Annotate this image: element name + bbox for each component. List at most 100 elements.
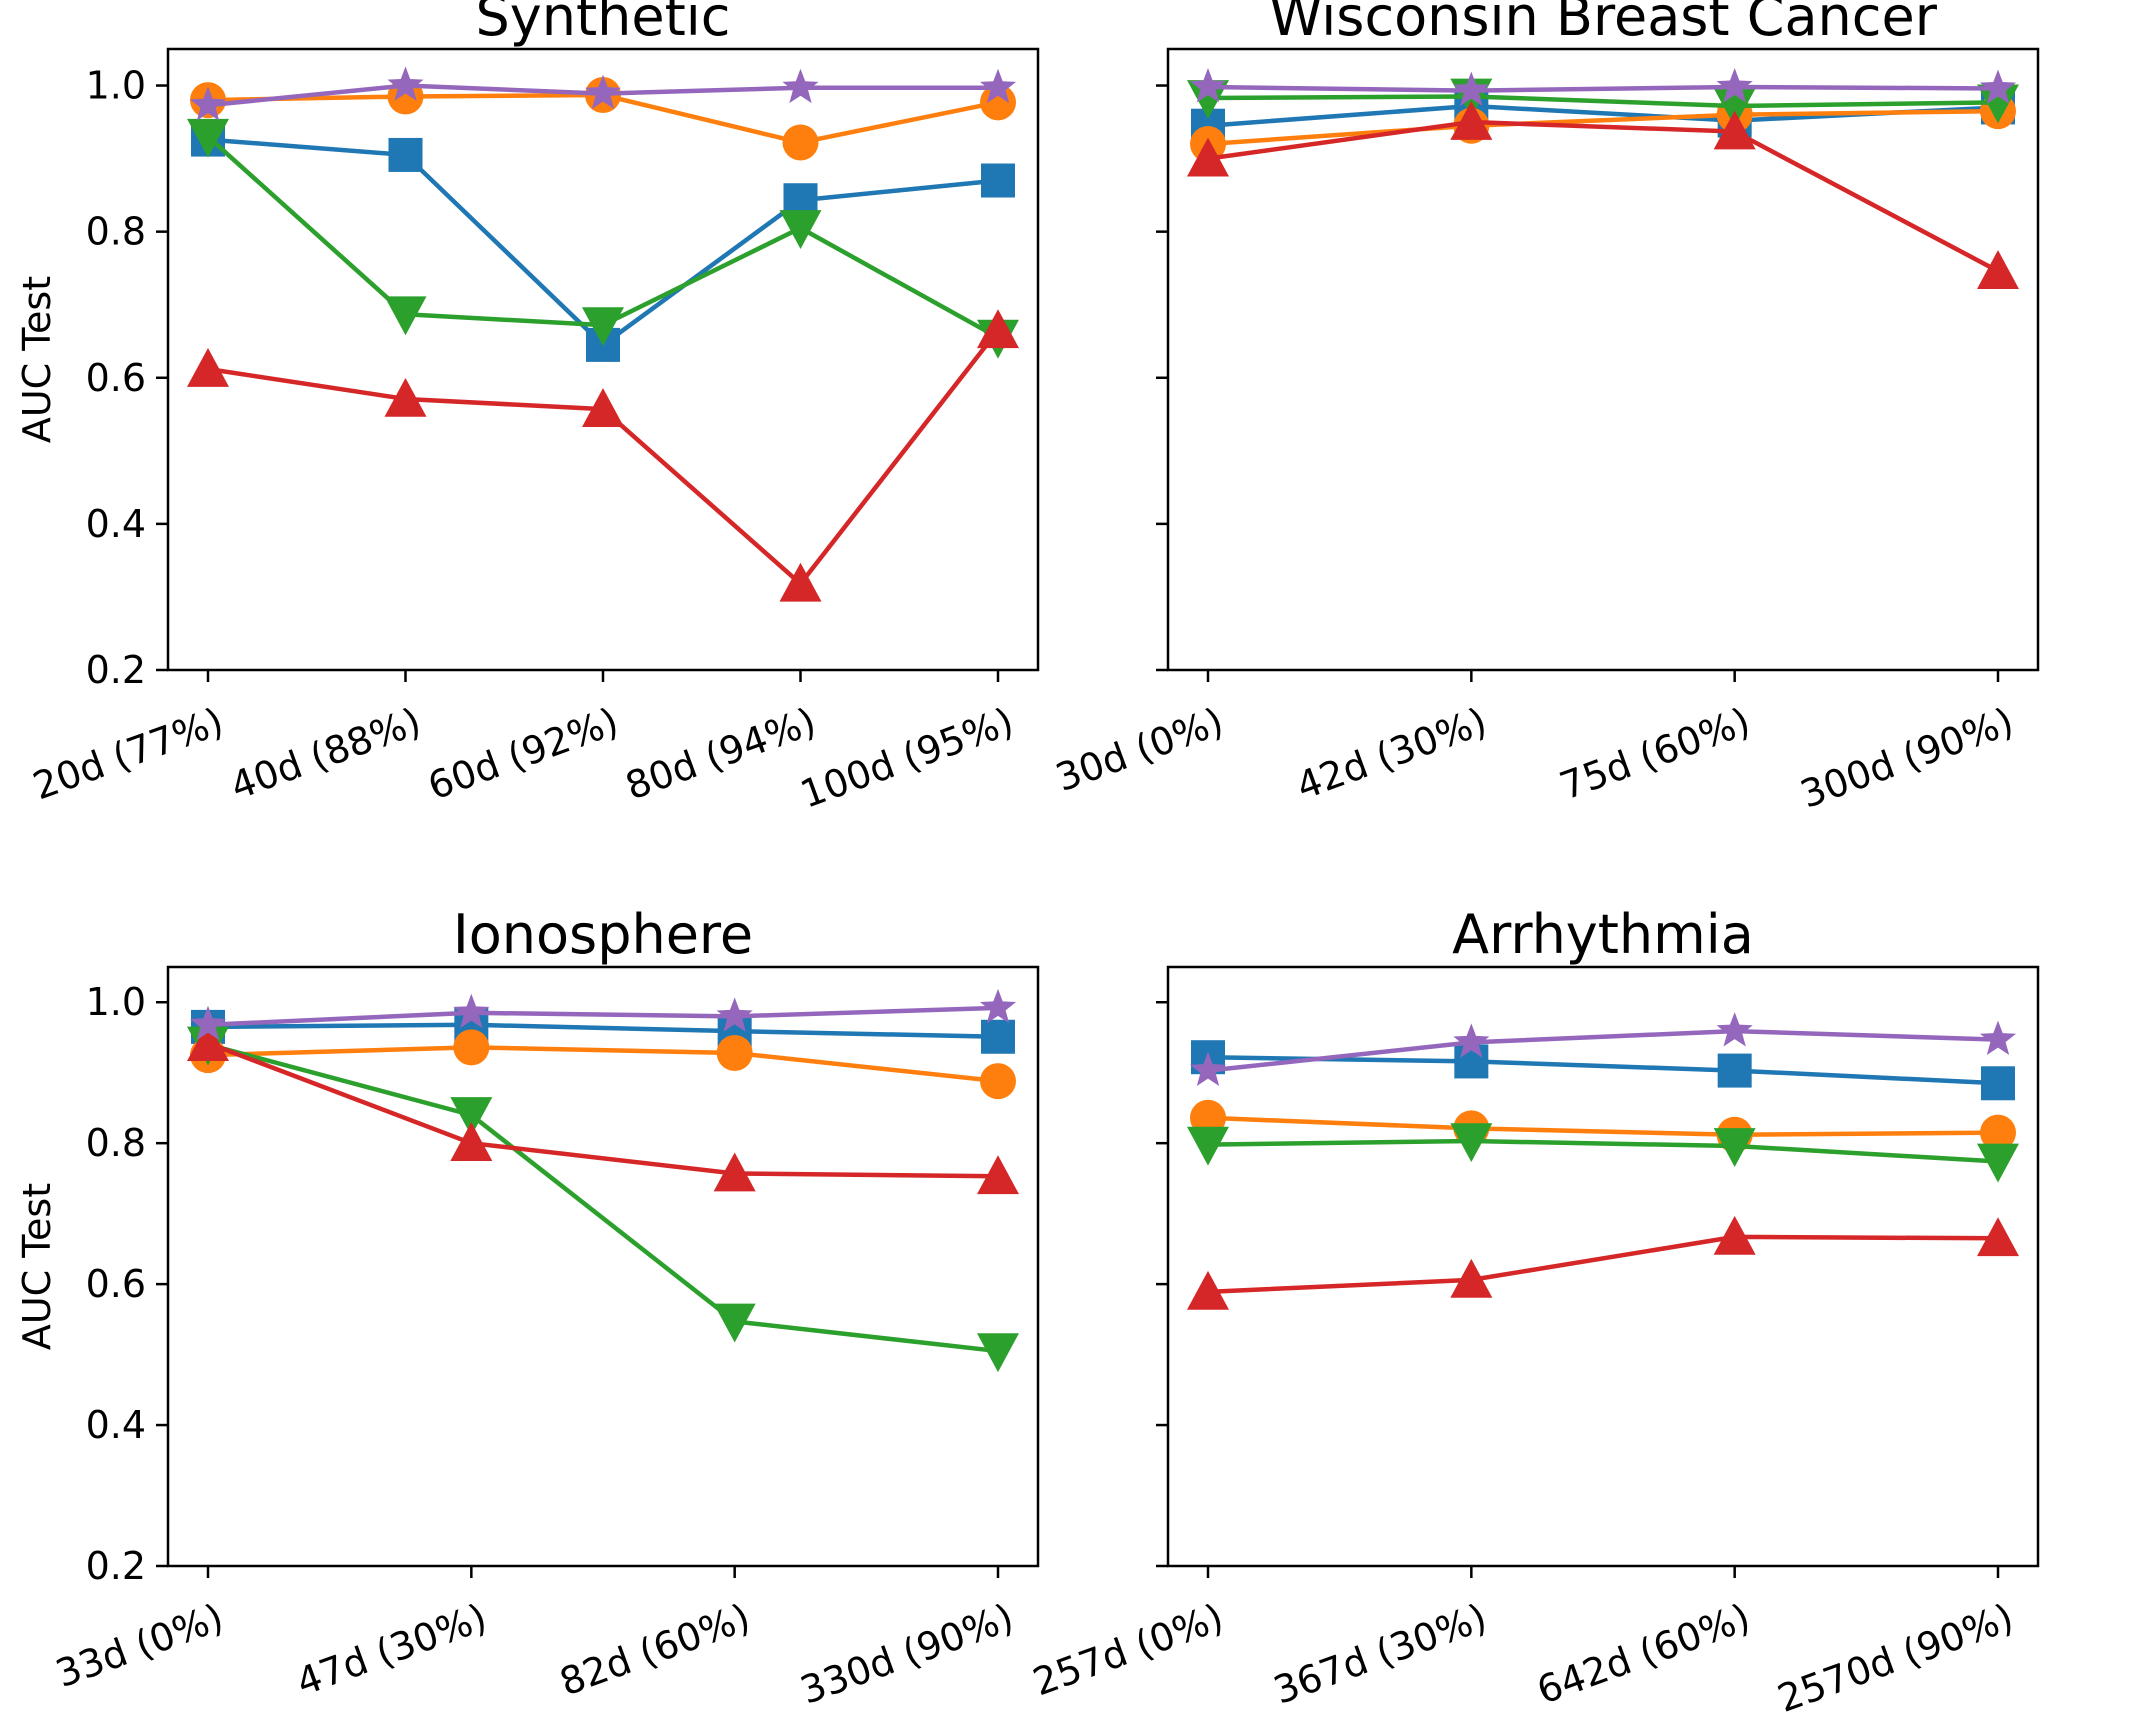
- purple-star-marker: [1453, 1023, 1490, 1058]
- purple-star-marker: [387, 66, 424, 101]
- y-axis-label: AUC Test: [15, 1183, 59, 1350]
- blue-square-marker: [1981, 1066, 2015, 1101]
- x-tick-label: 20d (77%): [27, 699, 229, 808]
- green-triangle-down-marker: [1977, 84, 2019, 124]
- red-triangle-up-marker: [1450, 101, 1493, 140]
- orange-circle-marker: [453, 1029, 490, 1066]
- purple-star-marker: [189, 1005, 227, 1041]
- orange-circle-marker: [782, 124, 819, 161]
- purple-star-marker: [979, 988, 1017, 1024]
- green-triangle-down-marker: [1187, 1126, 1229, 1166]
- chart-title: Synthetic: [476, 0, 731, 48]
- plot-frame: [1166, 965, 2040, 1568]
- green-triangle-down-marker: [187, 118, 229, 158]
- y-tick-label: 1.0: [86, 64, 146, 108]
- series-purple-star: [1189, 1012, 2017, 1086]
- series-purple-star: [189, 988, 1017, 1041]
- series-orange-circle: [190, 1029, 1016, 1100]
- orange-circle-marker: [980, 84, 1016, 121]
- red-triangle-up-marker: [450, 1122, 493, 1162]
- green-triangle-down-marker: [1187, 80, 1229, 119]
- series-red-triangle-up: [1187, 101, 2019, 289]
- chart-title: Wisconsin Breast Cancer: [1269, 0, 1938, 48]
- series-purple-star: [189, 66, 1017, 121]
- series-purple-star: [1189, 67, 2017, 107]
- series-green-triangle-down: [1187, 1123, 2019, 1183]
- series-line-purple-star: [1207, 1028, 1999, 1073]
- red-triangle-up-marker: [977, 309, 1019, 349]
- series-blue-square: [1191, 1040, 2015, 1101]
- y-tick-label: 0.8: [86, 210, 146, 254]
- red-triangle-up-marker: [1713, 1215, 1756, 1255]
- green-triangle-down-marker: [450, 1097, 493, 1136]
- x-tick-label: 300d (90%): [1795, 699, 2019, 817]
- purple-star-marker: [189, 86, 227, 121]
- blue-square-marker: [981, 1019, 1015, 1054]
- series-line-orange-circle: [207, 1045, 999, 1084]
- chart-title: Ionosphere: [453, 903, 753, 966]
- x-tick-label: 330d (90%): [795, 1595, 1019, 1713]
- red-triangle-up-marker: [1450, 1258, 1493, 1298]
- red-triangle-up-marker: [1187, 137, 1229, 177]
- green-triangle-down-marker: [1450, 1123, 1493, 1163]
- purple-star-marker: [716, 997, 753, 1032]
- series-line-blue-square: [1207, 103, 1999, 128]
- purple-star-marker: [782, 68, 819, 104]
- chart-panel-1: Synthetic AUC Test 0.2 0.4 0.6 0.8 1.0 20d (77%…: [15, 0, 1040, 817]
- y-tick-label: 0.2: [86, 1544, 146, 1588]
- x-tick-label: 60d (92%): [422, 699, 624, 808]
- purple-star-marker: [1716, 67, 1753, 103]
- green-triangle-down-marker: [384, 296, 427, 336]
- x-tick-label: 82d (60%): [554, 1595, 756, 1704]
- red-triangle-up-marker: [977, 1155, 1019, 1195]
- plot-frame: [166, 965, 1040, 1568]
- red-triangle-up-marker: [582, 388, 624, 428]
- chart-panel-2: Wisconsin Breast Cancer 30d (0%) 42d (30%)…: [1050, 0, 2040, 817]
- red-triangle-up-marker: [187, 347, 229, 387]
- y-tick-label: 0.2: [86, 648, 146, 692]
- x-tick-label: 75d (60%): [1554, 699, 1756, 808]
- x-tick-label: 33d (0%): [50, 1595, 229, 1696]
- y-axis-label: AUC Test: [15, 276, 59, 443]
- purple-star-marker: [1979, 1020, 2017, 1055]
- green-triangle-down-marker: [582, 307, 624, 347]
- purple-star-marker: [584, 74, 622, 109]
- y-tick-label: 0.4: [86, 502, 146, 546]
- y-tick-label: 0.6: [86, 1262, 146, 1306]
- series-red-triangle-up: [187, 309, 1019, 602]
- series-line-red-triangle-up: [1207, 1234, 1999, 1295]
- purple-star-marker: [1189, 67, 1227, 103]
- plot-frame: [1166, 47, 2040, 672]
- series-line-red-triangle-up: [207, 1041, 999, 1179]
- series-line-blue-square: [1207, 1054, 1999, 1086]
- series-line-orange-circle: [1207, 108, 1999, 147]
- x-tick-label: 367d (30%): [1268, 1595, 1492, 1713]
- purple-star-marker: [1453, 71, 1490, 107]
- blue-square-marker: [1717, 1053, 1752, 1088]
- orange-circle-marker: [716, 1034, 753, 1071]
- y-tick-label: 1.0: [86, 980, 146, 1024]
- series-line-orange-circle: [1207, 1115, 1999, 1137]
- blue-square-marker: [388, 137, 423, 172]
- x-tick-label: 257d (0%): [1027, 1595, 1229, 1704]
- y-tick-label: 0.6: [86, 356, 146, 400]
- y-tick-label: 0.8: [86, 1121, 146, 1165]
- green-triangle-down-marker: [1713, 1128, 1756, 1167]
- series-line-green-triangle-down: [1207, 1138, 1999, 1164]
- series-green-triangle-down: [187, 118, 1019, 359]
- orange-circle-marker: [980, 1063, 1016, 1100]
- purple-star-marker: [453, 993, 490, 1029]
- series-line-green-triangle-down: [1207, 94, 1999, 109]
- green-triangle-down-marker: [1713, 88, 1756, 127]
- x-tick-label: 47d (30%): [291, 1595, 493, 1704]
- green-triangle-down-marker: [713, 1303, 756, 1343]
- x-tick-label: 42d (30%): [1291, 699, 1493, 808]
- series-line-red-triangle-up: [207, 328, 1000, 587]
- red-triangle-up-marker: [187, 1022, 229, 1061]
- purple-star-marker: [1716, 1012, 1753, 1047]
- red-triangle-up-marker: [1977, 250, 2019, 289]
- red-triangle-up-marker: [1713, 110, 1756, 150]
- series-line-purple-star: [207, 1005, 999, 1028]
- orange-circle-marker: [1980, 1114, 2016, 1151]
